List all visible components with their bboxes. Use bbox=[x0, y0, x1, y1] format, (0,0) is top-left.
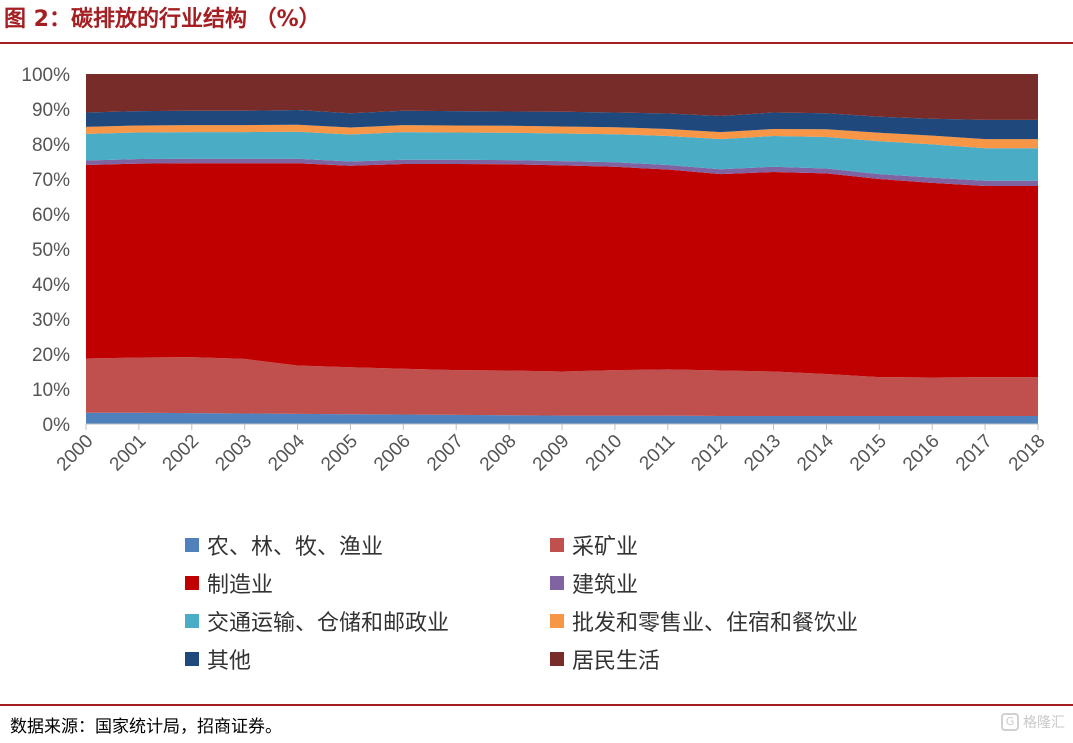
x-tick-label: 2018 bbox=[1005, 431, 1050, 476]
area-series-6 bbox=[86, 124, 1038, 149]
legend-item: 批发和零售业、住宿和餐饮业 bbox=[550, 606, 858, 636]
y-tick-label: 50% bbox=[32, 240, 70, 261]
y-tick-label: 80% bbox=[32, 135, 70, 156]
legend-label: 农、林、牧、渔业 bbox=[207, 535, 384, 560]
area-series-8 bbox=[86, 74, 1038, 120]
legend-label: 交通运输、仓储和邮政业 bbox=[207, 611, 450, 636]
x-tick-label: 2015 bbox=[846, 431, 891, 476]
legend-label: 制造业 bbox=[207, 573, 274, 598]
y-tick-label: 0% bbox=[43, 415, 71, 436]
legend-label: 建筑业 bbox=[572, 573, 639, 598]
stacked-area-chart: 0%10%20%30%40%50%60%70%80%90%100%2000 200… bbox=[21, 65, 1050, 476]
x-tick-label: 2011 bbox=[636, 431, 680, 475]
x-tick-label: 2012 bbox=[687, 431, 732, 476]
area-series-2 bbox=[86, 357, 1038, 416]
legend-item: 农、林、牧、渔业 bbox=[185, 530, 383, 560]
x-tick-label: 2010 bbox=[582, 431, 627, 476]
x-tick-label: 2017 bbox=[952, 431, 997, 476]
y-tick-label: 100% bbox=[21, 65, 70, 86]
legend-item: 居民生活 bbox=[550, 644, 660, 674]
legend-swatch bbox=[185, 614, 199, 628]
legend-label: 采矿业 bbox=[572, 535, 639, 560]
legend-label: 其他 bbox=[207, 649, 252, 674]
chart-title: 图 2：碳排放的行业结构 （%） bbox=[4, 7, 321, 32]
legend-swatch bbox=[185, 576, 199, 590]
y-tick-label: 40% bbox=[32, 275, 70, 296]
area-series-group bbox=[86, 74, 1038, 424]
x-tick-label: 2014 bbox=[793, 430, 838, 475]
chart-legend: 农、林、牧、渔业 采矿业制造业 建筑业交通运输、仓储和邮政业 批发和零售业、住宿和餐饮… bbox=[0, 528, 1073, 698]
area-series-5 bbox=[86, 131, 1038, 181]
x-tick-label: 2009 bbox=[529, 431, 574, 476]
x-tick-label: 2000 bbox=[53, 431, 98, 476]
x-tick-label: 2002 bbox=[159, 431, 204, 476]
x-tick-label: 2013 bbox=[740, 431, 785, 476]
area-series-1 bbox=[86, 412, 1038, 424]
legend-swatch bbox=[550, 576, 564, 590]
legend-label: 居民生活 bbox=[572, 649, 661, 674]
legend-item: 其他 bbox=[185, 644, 251, 674]
axes bbox=[85, 423, 1039, 430]
y-tick-label: 10% bbox=[32, 380, 70, 401]
x-tick-label: 2007 bbox=[423, 431, 468, 476]
watermark: G 格隆汇 bbox=[1001, 712, 1065, 732]
y-tick-label: 20% bbox=[32, 345, 70, 366]
watermark-text: 格隆汇 bbox=[1023, 715, 1065, 731]
legend-swatch bbox=[550, 538, 564, 552]
x-tick-label: 2004 bbox=[264, 430, 309, 475]
legend-swatch bbox=[550, 652, 564, 666]
legend-item: 交通运输、仓储和邮政业 bbox=[185, 606, 449, 636]
legend-swatch bbox=[185, 652, 199, 666]
x-tick-label: 2003 bbox=[211, 431, 256, 476]
legend-item: 制造业 bbox=[185, 568, 273, 598]
y-tick-label: 60% bbox=[32, 205, 70, 226]
legend-item: 采矿业 bbox=[550, 530, 638, 560]
watermark-logo-icon: G bbox=[1001, 713, 1019, 731]
x-tick-label: 2008 bbox=[476, 431, 521, 476]
x-tick-label: 2006 bbox=[370, 431, 415, 476]
legend-swatch bbox=[550, 614, 564, 628]
area-series-4 bbox=[86, 158, 1038, 186]
legend-label: 批发和零售业、住宿和餐饮业 bbox=[572, 611, 859, 636]
legend-swatch bbox=[185, 538, 199, 552]
y-tick-label: 30% bbox=[32, 310, 70, 331]
x-tick-label: 2016 bbox=[899, 431, 944, 476]
x-tick-label: 2001 bbox=[106, 431, 151, 476]
footer-divider bbox=[0, 704, 1073, 706]
y-tick-label: 90% bbox=[32, 100, 70, 121]
source-note: 数据来源：国家统计局，招商证券。 bbox=[10, 717, 282, 737]
area-series-3 bbox=[86, 163, 1038, 378]
area-series-7 bbox=[86, 110, 1038, 140]
title-divider bbox=[0, 42, 1073, 44]
x-tick-label: 2005 bbox=[317, 431, 362, 476]
y-tick-label: 70% bbox=[32, 170, 70, 191]
legend-item: 建筑业 bbox=[550, 568, 638, 598]
